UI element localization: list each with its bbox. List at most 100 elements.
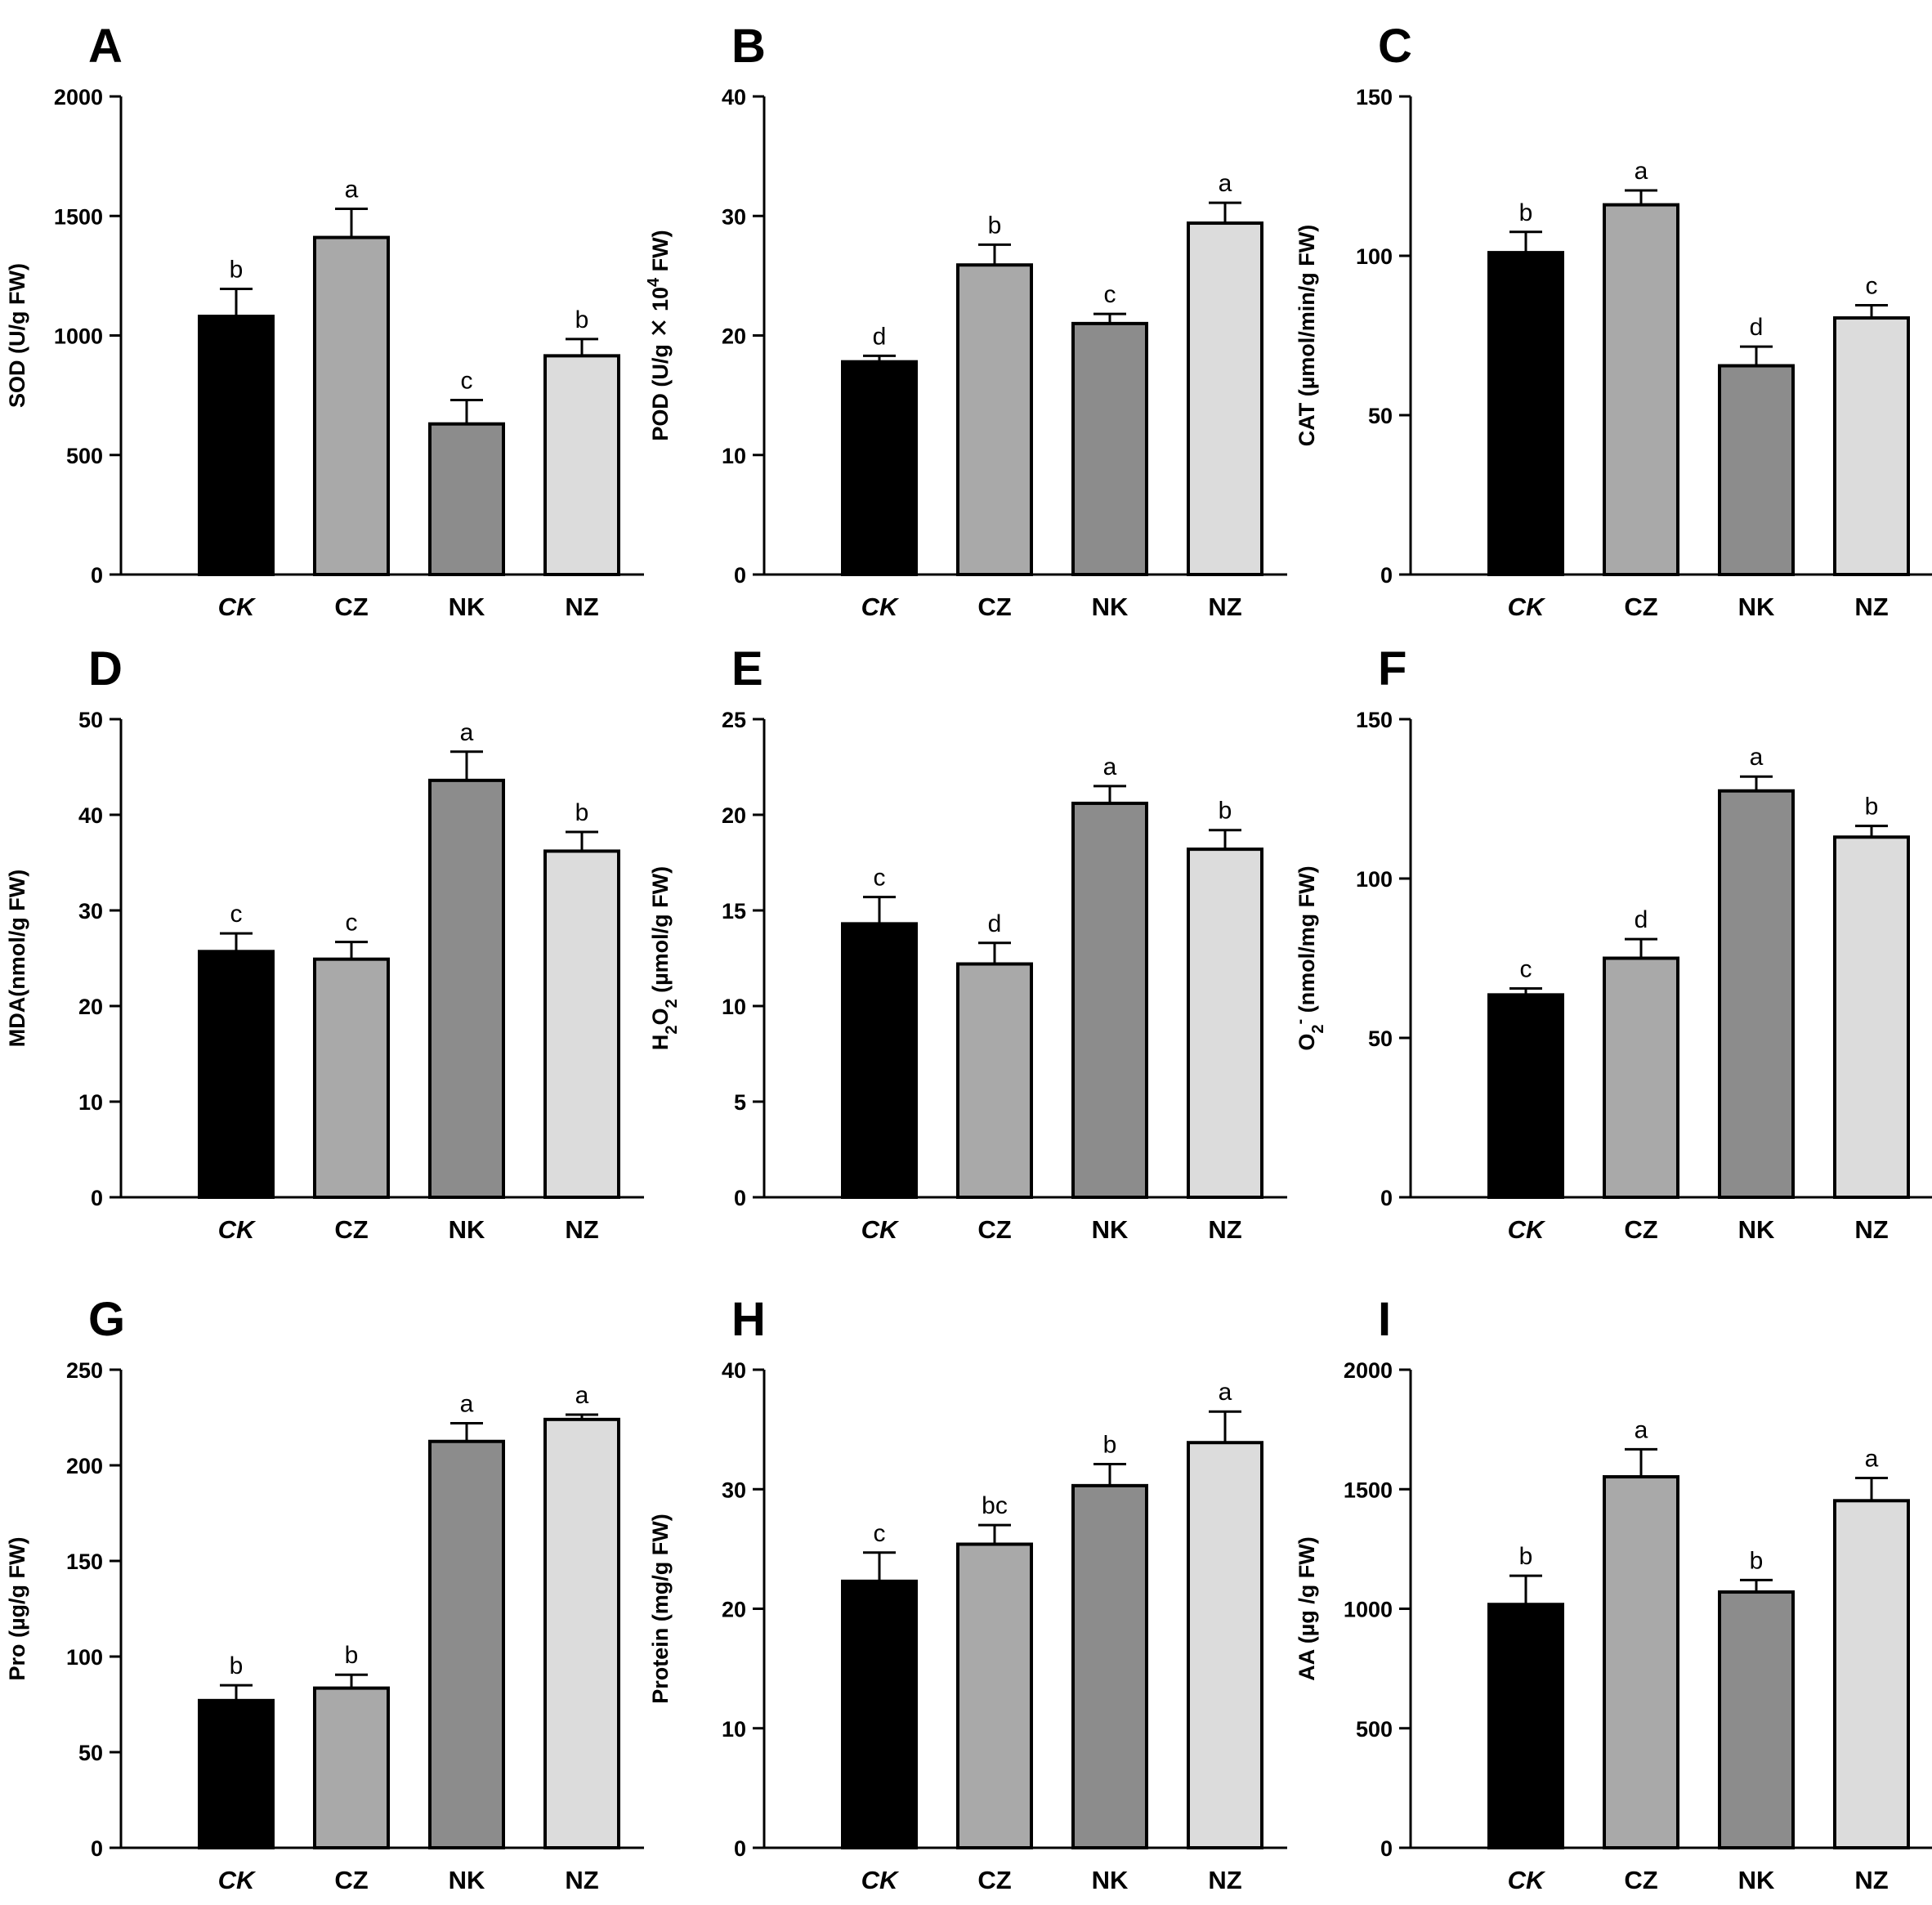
category-label-nk: NK	[449, 1866, 485, 1894]
significance-label: b	[988, 212, 1002, 239]
chart-panel-e: E 0 5 10 15 20 25 H2O2 (µmol/g FW) c CK d CZ a NK b NZ	[648, 642, 1287, 1244]
y-tick-label: 0	[91, 1836, 103, 1861]
panel-letter: I	[1378, 1293, 1391, 1346]
y-tick-label: 25	[722, 708, 746, 732]
significance-label: a	[1635, 158, 1648, 185]
y-tick-label: 50	[1368, 404, 1393, 428]
y-tick-label: 0	[734, 1186, 746, 1210]
y-tick-label: 2000	[1344, 1358, 1393, 1383]
category-label-nk: NK	[449, 1215, 485, 1244]
category-label-ck: CK	[1508, 593, 1546, 621]
significance-label: b	[1865, 794, 1879, 821]
bar-nz	[1187, 221, 1263, 576]
bar-nz	[1833, 316, 1910, 576]
category-label-nz: NZ	[565, 1866, 598, 1894]
bar-nz	[543, 849, 620, 1199]
significance-label: a	[1635, 1416, 1648, 1443]
bar-nz	[543, 354, 620, 576]
y-tick-label: 40	[722, 1358, 746, 1383]
y-tick-label: 15	[722, 899, 746, 923]
significance-label: a	[345, 176, 359, 203]
y-tick-label: 0	[1380, 1186, 1393, 1210]
bar-ck	[198, 1698, 275, 1850]
bar-ck	[198, 315, 275, 576]
y-axis-label: H2O2 (µmol/g FW)	[648, 866, 681, 1050]
significance-label: a	[1219, 170, 1232, 197]
significance-label: b	[230, 1652, 244, 1679]
y-tick-label: 40	[78, 803, 103, 828]
bar-cz	[313, 957, 390, 1200]
category-label-ck: CK	[861, 593, 900, 621]
category-label-cz: CZ	[334, 593, 368, 621]
y-tick-label: 10	[722, 444, 746, 468]
y-tick-label: 150	[1356, 708, 1393, 732]
category-label-nz: NZ	[1854, 1866, 1888, 1894]
y-tick-label: 1000	[54, 324, 103, 349]
category-label-nz: NZ	[1854, 593, 1888, 621]
y-tick-label: 2000	[54, 85, 103, 110]
category-label-nk: NK	[1092, 1215, 1129, 1244]
y-tick-label: 40	[722, 85, 746, 110]
category-label-cz: CZ	[334, 1215, 368, 1244]
y-tick-label: 10	[78, 1090, 103, 1115]
y-tick-label: 50	[1368, 1026, 1393, 1051]
chart-panel-c: C 0 50 100 150 CAT (µmol/min/g FW) b CK a CZ d NK c N…	[1295, 20, 1932, 621]
significance-label: c	[1520, 956, 1532, 983]
y-tick-label: 500	[66, 444, 103, 468]
significance-label: c	[230, 901, 243, 928]
bar-nk	[1071, 321, 1148, 576]
category-label-nk: NK	[1738, 1866, 1775, 1894]
bar-ck	[841, 360, 918, 576]
panel-letter: G	[88, 1293, 125, 1346]
y-axis-label: POD (U/g ✕ 104 FW)	[645, 230, 673, 440]
y-tick-label: 0	[734, 1836, 746, 1861]
bar-cz	[313, 1686, 390, 1850]
bar-nk	[1718, 789, 1795, 1199]
category-label-nz: NZ	[1208, 593, 1241, 621]
y-axis-label: Pro (µg/g FW)	[5, 1536, 29, 1680]
y-tick-label: 50	[78, 1741, 103, 1765]
category-label-cz: CZ	[977, 1866, 1011, 1894]
y-axis-label: SOD (U/g FW)	[5, 263, 29, 408]
y-axis-label: Protein (mg/g FW)	[648, 1514, 673, 1703]
category-label-ck: CK	[218, 593, 257, 621]
significance-label: a	[1865, 1446, 1879, 1473]
chart-panel-f: F 0 50 100 150 O2- (nmol/mg FW) c CK d CZ a NK b NZ	[1291, 642, 1932, 1244]
category-label-nk: NK	[1738, 1215, 1775, 1244]
category-label-nz: NZ	[565, 1215, 598, 1244]
y-tick-label: 30	[78, 899, 103, 923]
y-tick-label: 0	[1380, 1836, 1393, 1861]
y-tick-label: 0	[91, 563, 103, 588]
significance-label: b	[575, 799, 589, 826]
y-tick-label: 0	[91, 1186, 103, 1210]
y-tick-label: 0	[734, 563, 746, 588]
category-label-nk: NK	[1092, 593, 1129, 621]
significance-label: a	[1219, 1379, 1232, 1406]
category-label-ck: CK	[218, 1866, 257, 1894]
bar-nk	[428, 778, 505, 1199]
y-tick-label: 5	[734, 1090, 746, 1115]
y-axis-label: AA (µg /g FW)	[1295, 1536, 1319, 1681]
significance-label: d	[988, 910, 1002, 937]
category-label-nz: NZ	[565, 593, 598, 621]
bar-ck	[198, 950, 275, 1200]
y-tick-label: 10	[722, 995, 746, 1019]
significance-label: a	[460, 719, 474, 746]
category-label-ck: CK	[218, 1215, 257, 1244]
y-tick-label: 20	[722, 803, 746, 828]
significance-label: c	[461, 367, 473, 394]
y-tick-label: 0	[1380, 563, 1393, 588]
category-label-nk: NK	[1092, 1866, 1129, 1894]
significance-label: d	[873, 323, 887, 350]
category-label-ck: CK	[1508, 1866, 1546, 1894]
panel-letter: C	[1378, 20, 1412, 73]
bar-ck	[841, 922, 918, 1199]
significance-label: c	[1866, 272, 1878, 299]
category-label-nz: NZ	[1208, 1866, 1241, 1894]
y-tick-label: 1000	[1344, 1598, 1393, 1622]
category-label-cz: CZ	[977, 1215, 1011, 1244]
significance-label: b	[1519, 1543, 1533, 1570]
y-tick-label: 200	[66, 1454, 103, 1478]
bar-cz	[956, 1542, 1033, 1850]
significance-label: c	[874, 1520, 886, 1547]
